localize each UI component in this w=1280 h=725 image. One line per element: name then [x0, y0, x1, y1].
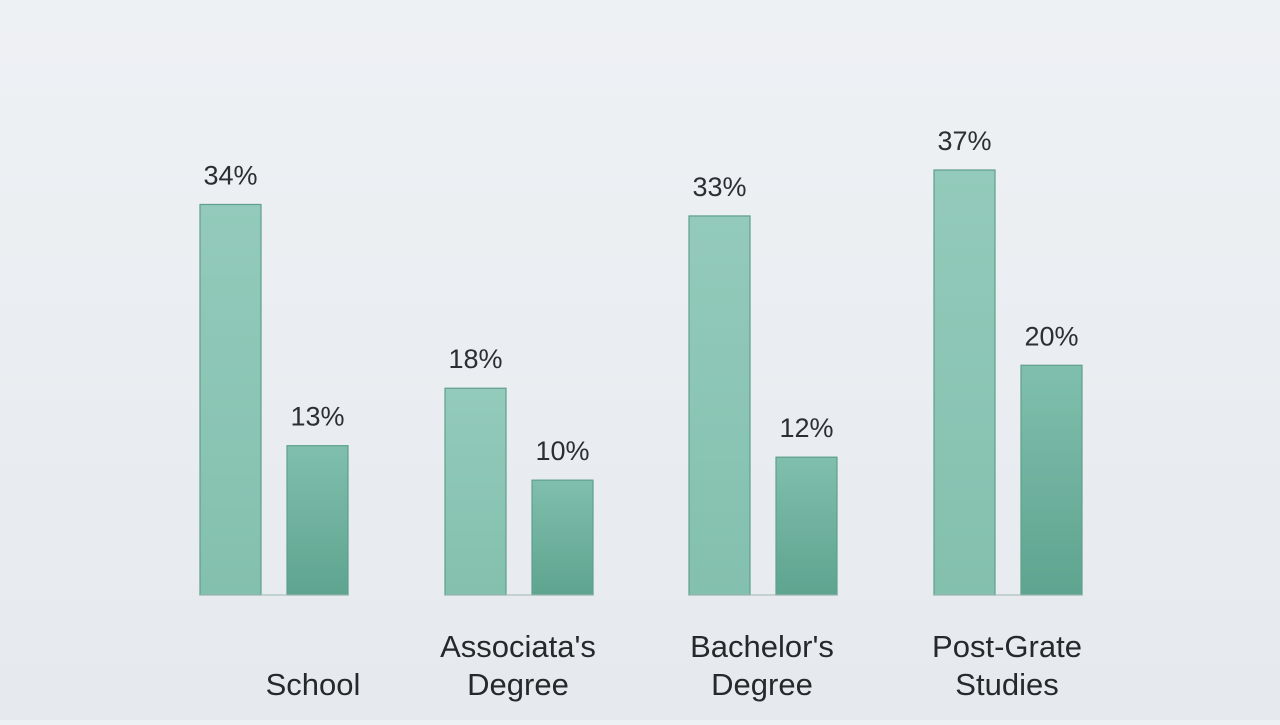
category-label: Post-Grate: [932, 629, 1082, 664]
category-label: Degree: [467, 667, 569, 702]
bar-associata-s-degree-s1: [531, 479, 594, 596]
bar-bachelor-s-degree-s1: [775, 456, 838, 596]
value-label: 33%: [692, 172, 746, 202]
bar-bachelor-s-degree-s0: [688, 215, 751, 596]
category-label: Bachelor's: [690, 629, 834, 664]
value-label: 10%: [535, 436, 589, 466]
value-labels-layer: 34% 18% 33% 37% 13% 10% 12% 20%: [203, 126, 1078, 466]
category-labels-layer: SchoolAssociata'sDegreeBachelor'sDegreeP…: [266, 629, 1082, 702]
value-label: 12%: [779, 413, 833, 443]
value-label: 34%: [203, 160, 257, 190]
value-label: 18%: [448, 344, 502, 374]
value-label: 37%: [937, 126, 991, 156]
category-label: Degree: [711, 667, 813, 702]
category-label: Studies: [955, 667, 1058, 702]
category-label: Associata's: [440, 629, 596, 664]
bar-post-grate-studies-s0: [933, 169, 996, 596]
value-label: 13%: [290, 402, 344, 432]
bar-associata-s-degree-s0: [444, 387, 507, 596]
bar-school-s1: [286, 445, 349, 596]
bar-post-grate-studies-s1: [1020, 364, 1083, 596]
bars-layer: [199, 169, 1083, 596]
value-label: 20%: [1024, 321, 1078, 351]
bar-school-s0: [199, 203, 262, 596]
category-label: School: [266, 667, 361, 702]
